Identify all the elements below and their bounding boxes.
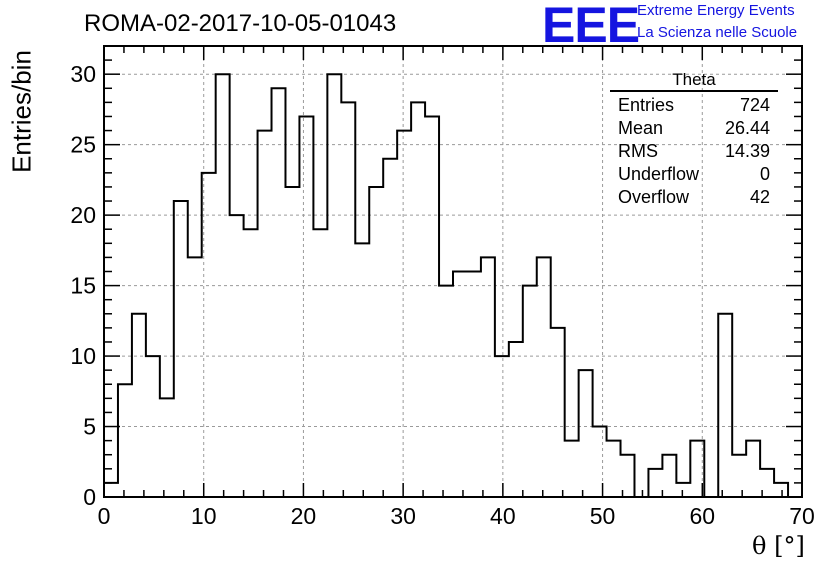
tick-labels: 0 10 20 30 40 50 60 70 0 5 10 15 20 25 30 (70, 61, 814, 529)
histogram-step-line (103, 73, 802, 498)
x-tick-label: 20 (291, 503, 317, 529)
y-tick-label: 0 (83, 484, 96, 510)
stat-label: Entries (618, 95, 675, 115)
x-tick-label: 40 (490, 503, 516, 529)
x-tick-label: 10 (191, 503, 217, 529)
histogram-title: ROMA-02-2017-10-05-01043 (84, 10, 397, 37)
eee-logo: EEE (542, 0, 640, 53)
y-tick-label: 5 (83, 414, 96, 440)
axis-ticks (103, 45, 803, 498)
plot-frame (103, 45, 803, 498)
stat-value: 26.44 (724, 118, 770, 138)
x-tick-label: 60 (689, 503, 715, 529)
stat-label: Mean (618, 118, 664, 138)
stat-row: Entries 724 (610, 94, 778, 117)
logo-text-line-1: Extreme Energy Events (637, 2, 795, 19)
y-tick-label: 25 (70, 132, 96, 158)
stats-rows: Entries 724 Mean 26.44 RMS 14.39 Underflow 0 Ove… (610, 94, 778, 209)
x-tick-label: 0 (98, 503, 111, 529)
stat-row: Mean 26.44 (610, 117, 778, 140)
x-axis-label: θ [°] (752, 532, 805, 560)
logo-text-line-2: La Scienza nelle Scuole (637, 24, 798, 41)
stat-row: Overflow 42 (610, 186, 778, 209)
y-tick-label: 20 (70, 202, 96, 228)
x-tick-label: 70 (789, 503, 815, 529)
y-tick-label: 10 (70, 343, 96, 369)
stat-value: 42 (749, 187, 770, 207)
stat-value: 0 (759, 164, 770, 184)
x-tick-label: 30 (390, 503, 416, 529)
x-tick-label: 50 (590, 503, 616, 529)
stat-label: Underflow (618, 164, 700, 184)
stat-row: RMS 14.39 (610, 140, 778, 163)
stat-row: Underflow 0 (610, 163, 778, 186)
stat-label: Overflow (618, 187, 690, 207)
y-tick-label: 15 (70, 273, 96, 299)
stat-value: 724 (739, 95, 770, 115)
stat-label: RMS (618, 141, 658, 161)
stats-title: Theta (610, 70, 778, 92)
stat-value: 14.39 (724, 141, 770, 161)
y-axis-label: Entries/bin (6, 50, 37, 173)
stats-box: Theta Entries 724 Mean 26.44 RMS 14.39 Underfl… (610, 70, 778, 209)
y-tick-label: 30 (70, 61, 96, 87)
